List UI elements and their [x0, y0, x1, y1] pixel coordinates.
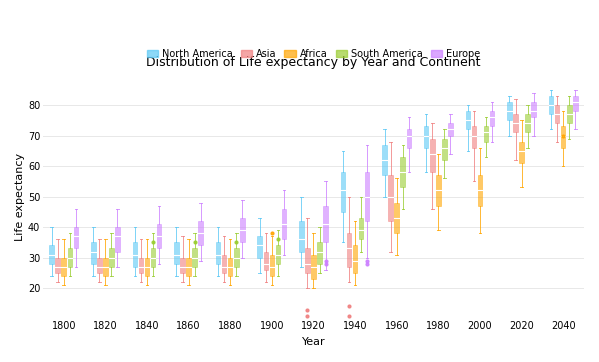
Bar	[513, 114, 518, 132]
Bar	[465, 111, 470, 130]
Bar	[109, 248, 114, 267]
Bar	[228, 258, 232, 276]
Bar	[394, 203, 399, 233]
Bar	[198, 221, 203, 245]
Bar	[347, 233, 351, 267]
Bar	[341, 172, 345, 212]
Bar	[276, 245, 280, 264]
Bar	[430, 139, 434, 172]
Bar	[222, 254, 226, 273]
Bar	[62, 258, 66, 276]
Bar	[264, 252, 268, 270]
Bar	[525, 114, 530, 132]
Bar	[471, 126, 476, 148]
Legend: North America, Asia, Africa, South America, Europe: North America, Asia, Africa, South Ameri…	[143, 45, 485, 63]
Bar	[56, 258, 60, 273]
Bar	[186, 258, 191, 276]
Bar	[180, 258, 185, 273]
Bar	[305, 248, 310, 273]
Bar	[442, 139, 447, 160]
Bar	[484, 126, 488, 142]
X-axis label: Year: Year	[302, 337, 325, 347]
Bar	[490, 111, 494, 126]
Bar	[115, 227, 120, 252]
Bar	[424, 126, 428, 148]
Bar	[138, 258, 143, 273]
Bar	[567, 105, 571, 123]
Bar	[145, 258, 149, 276]
Bar	[311, 254, 316, 279]
Bar	[258, 236, 262, 258]
Bar	[240, 218, 244, 243]
Bar	[282, 209, 286, 239]
Bar	[97, 258, 102, 273]
Bar	[317, 243, 322, 264]
Bar	[519, 142, 524, 163]
Bar	[216, 243, 220, 264]
Bar	[477, 175, 482, 206]
Bar	[407, 130, 411, 148]
Bar	[299, 221, 304, 252]
Bar	[531, 102, 536, 117]
Bar	[561, 126, 565, 148]
Title: Distribution of Life expectancy by Year and Continent: Distribution of Life expectancy by Year …	[146, 56, 481, 69]
Bar	[49, 245, 54, 264]
Bar	[382, 145, 387, 175]
Bar	[91, 243, 95, 264]
Bar	[549, 96, 553, 114]
Bar	[436, 175, 441, 206]
Bar	[68, 248, 72, 267]
Bar	[388, 175, 393, 221]
Bar	[174, 243, 179, 264]
Bar	[507, 102, 512, 120]
Bar	[359, 218, 364, 239]
Bar	[401, 157, 405, 188]
Bar	[323, 206, 328, 243]
Bar	[132, 243, 137, 267]
Bar	[365, 172, 370, 221]
Bar	[555, 105, 559, 123]
Bar	[353, 245, 358, 273]
Bar	[234, 248, 238, 267]
Y-axis label: Life expectancy: Life expectancy	[15, 152, 25, 241]
Bar	[103, 258, 108, 276]
Bar	[151, 248, 155, 267]
Bar	[74, 227, 78, 248]
Bar	[270, 254, 274, 276]
Bar	[573, 96, 577, 111]
Bar	[192, 248, 197, 267]
Bar	[448, 123, 453, 135]
Bar	[157, 224, 161, 248]
